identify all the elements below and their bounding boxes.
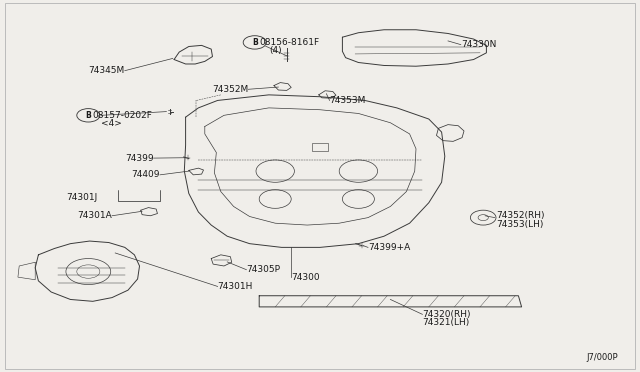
Text: 74305P: 74305P xyxy=(246,265,280,274)
Text: 08157-0202F: 08157-0202F xyxy=(93,111,153,120)
Text: B: B xyxy=(252,38,257,47)
Text: 74352M: 74352M xyxy=(212,85,248,94)
Bar xyxy=(312,143,328,151)
Text: 74399: 74399 xyxy=(125,154,154,163)
Text: 74320(RH): 74320(RH) xyxy=(422,310,471,319)
Text: J7/000P: J7/000P xyxy=(586,353,618,362)
Text: 74399+A: 74399+A xyxy=(368,243,410,252)
Text: 08156-8161F: 08156-8161F xyxy=(259,38,319,47)
Text: 74345M: 74345M xyxy=(88,66,125,75)
Text: 74301A: 74301A xyxy=(77,211,112,220)
Text: 74353(LH): 74353(LH) xyxy=(496,220,543,229)
Text: 74409: 74409 xyxy=(131,170,160,179)
Text: <4>: <4> xyxy=(101,119,122,128)
Text: B: B xyxy=(86,111,91,120)
Text: 74352(RH): 74352(RH) xyxy=(496,211,545,220)
Text: 74301H: 74301H xyxy=(218,282,253,291)
Text: 74353M: 74353M xyxy=(330,96,366,105)
Text: 74300: 74300 xyxy=(291,273,320,282)
Text: (4): (4) xyxy=(269,46,282,55)
Text: 74330N: 74330N xyxy=(461,40,496,49)
Text: 74321(LH): 74321(LH) xyxy=(422,318,470,327)
Text: 74301J: 74301J xyxy=(67,193,98,202)
